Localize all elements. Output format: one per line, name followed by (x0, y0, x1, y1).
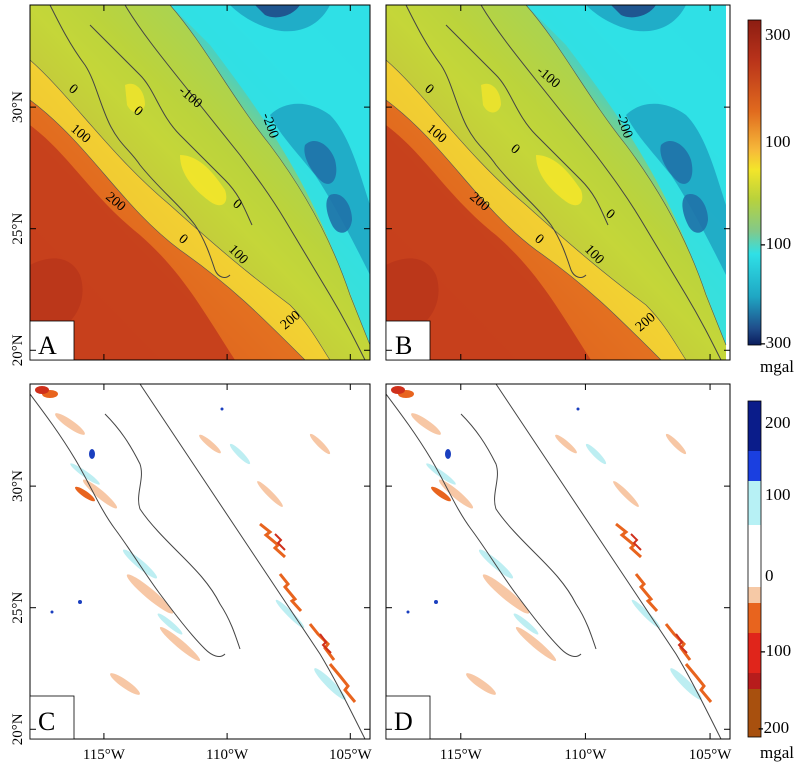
colorbar-top-unit: mgal (760, 357, 794, 376)
y-tick-label: 25°N (10, 592, 26, 624)
colorbar-top: 300 100 -100 -300 mgal (748, 20, 794, 376)
panel-letter-d: D (394, 707, 413, 736)
panel-letter-a: A (38, 331, 57, 360)
colorbar-top-label: 300 (765, 25, 791, 44)
y-tick-label: 25°N (10, 213, 26, 245)
colorbar-bottom-label: 200 (765, 413, 791, 432)
x-tick-label: 105°W (329, 747, 372, 763)
x-tick-label: 115°W (83, 747, 126, 763)
panel-letter-c: C (38, 707, 55, 736)
panel-letter-b: B (395, 331, 412, 360)
colorbar-top-label: -100 (760, 234, 791, 253)
x-tick-label: 105°W (689, 747, 732, 763)
x-tick-label: 110°W (206, 747, 249, 763)
colorbar-bottom-label: -100 (760, 641, 791, 660)
y-tick-label: 20°N (10, 334, 26, 366)
panel-b: -100 0 0 0 0 100 100 -200 200 200 B (386, 5, 730, 360)
colorbar-bottom-label: 100 (765, 485, 791, 504)
colorbar-top-label: 100 (765, 132, 791, 151)
x-tick-label: 115°W (440, 747, 483, 763)
colorbar-bottom-label: 0 (765, 566, 774, 585)
colorbar-top-label: -300 (760, 333, 791, 352)
colorbar-bottom-label: -200 (758, 718, 789, 737)
x-tick-label: 110°W (564, 747, 607, 763)
y-tick-label: 30°N (10, 470, 26, 502)
colorbar-bottom-unit: mgal (760, 743, 794, 762)
y-tick-label: 30°N (10, 91, 26, 123)
y-tick-label: 20°N (10, 713, 26, 745)
colorbar-bottom: 200 100 0 -100 -200 mgal (748, 401, 794, 762)
panel-d: D (386, 384, 730, 739)
panel-a: -100 0 0 0 0 100 100 -200 200 200 A (30, 5, 370, 360)
panel-c: C (30, 384, 370, 739)
